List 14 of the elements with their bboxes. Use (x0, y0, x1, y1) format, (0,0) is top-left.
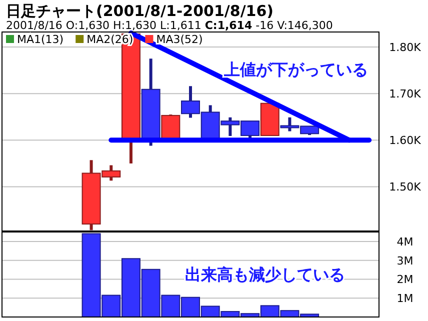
legend-label: MA1(13) (17, 33, 64, 46)
y-tick-label: 2M (396, 273, 414, 286)
y-tick-label: 1M (396, 292, 414, 306)
y-tick-label: 1.70K (389, 88, 422, 101)
y-tick-label: 3M (396, 254, 414, 268)
legend-label: MA3(52) (156, 33, 203, 46)
y-tick-label: 4M (396, 235, 414, 248)
y-tick-label: 1.60K (389, 134, 422, 148)
annotation: 上値が下がっている (223, 60, 368, 79)
chart-title: 日足チャート(2001/8/1-2001/8/16) (6, 2, 274, 20)
y-tick-label: 1.50K (389, 180, 422, 194)
y-tick-label: 1.80K (389, 40, 422, 54)
chart-subtitle: 2001/8/16 O:1,630 H:1,630 L:1,611 C:1,614 -16 V:146,300 (6, 19, 333, 32)
annotation: 出来高も減少している (185, 265, 345, 284)
